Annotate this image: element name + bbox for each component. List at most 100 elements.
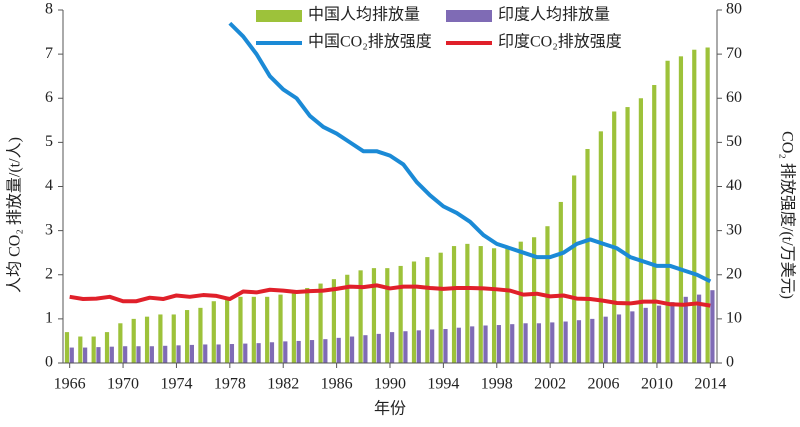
bar (385, 268, 390, 363)
bar (523, 323, 528, 363)
y-tick-label: 0 (45, 354, 53, 371)
bar (358, 270, 363, 363)
x-tick-label: 1994 (427, 376, 459, 393)
bar (371, 268, 377, 363)
bar (251, 296, 256, 363)
bar (451, 246, 457, 363)
y2-tick-label: 30 (726, 221, 742, 238)
bar (216, 344, 221, 363)
bar (518, 241, 523, 363)
y2-tick-label: 50 (726, 133, 742, 150)
bar (109, 346, 114, 363)
bar (104, 332, 110, 363)
y-tick-label: 2 (45, 265, 53, 282)
bar (309, 340, 315, 363)
bar (238, 296, 243, 363)
bar (625, 107, 630, 363)
x-axis-label: 年份 (374, 400, 406, 418)
bar (536, 323, 542, 363)
bar (665, 60, 670, 364)
bar (305, 287, 310, 363)
y2-tick-label: 40 (726, 177, 742, 194)
bar (211, 301, 216, 363)
y2-tick-label: 20 (726, 265, 742, 282)
bar (683, 296, 688, 363)
bar (558, 201, 563, 363)
bar (176, 345, 181, 363)
bar (136, 346, 141, 363)
bar (189, 344, 194, 363)
y-tick-label: 8 (45, 1, 53, 18)
bar (638, 98, 643, 363)
x-tick-label: 1990 (374, 376, 406, 393)
x-tick-label: 1970 (107, 376, 139, 393)
legend-label: 中国人均排放量 (308, 6, 420, 24)
bar (603, 316, 608, 363)
bar (652, 85, 657, 363)
bar (532, 237, 537, 363)
y-tick-label: 5 (45, 133, 53, 150)
y-tick-label: 7 (45, 45, 53, 62)
bar (318, 283, 323, 363)
bar (363, 335, 368, 363)
y2-tick-label: 0 (726, 354, 734, 371)
bar (590, 318, 595, 363)
bar (510, 324, 515, 363)
legend-label: 印度CO₂排放强度 (498, 33, 622, 51)
y-tick-label: 4 (45, 177, 53, 194)
bar (470, 326, 475, 363)
bar (416, 330, 421, 363)
bar (296, 340, 301, 363)
bar (456, 327, 461, 363)
bar (612, 111, 617, 363)
y2-axis-label: CO₂ 排放强度/(t/万美元) (778, 131, 796, 299)
bar (331, 279, 337, 363)
bar (345, 274, 350, 363)
bar (256, 343, 261, 363)
bar (438, 252, 443, 363)
bar (390, 332, 395, 363)
bar (144, 316, 150, 363)
bar (643, 307, 648, 363)
y2-tick-label: 80 (726, 1, 742, 18)
x-tick-label: 1974 (160, 376, 192, 393)
bar (376, 333, 381, 363)
y-axis-label: 人均 CO₂ 排放量/(t/人) (6, 137, 24, 293)
bar (678, 56, 684, 364)
bar (585, 148, 590, 363)
bar (411, 261, 417, 363)
bar (336, 337, 341, 363)
y2-tick-label: 60 (726, 89, 742, 106)
bar (430, 329, 435, 363)
bar (349, 336, 355, 363)
bar (69, 347, 74, 363)
bar (123, 346, 128, 363)
bar (229, 344, 235, 363)
bar (398, 265, 403, 363)
bar (283, 341, 288, 363)
bar (425, 257, 430, 363)
bar (630, 311, 635, 363)
bar (163, 345, 168, 363)
legend-label: 中国CO₂排放强度 (308, 33, 432, 51)
x-tick-label: 1998 (481, 376, 513, 393)
bar (291, 292, 296, 363)
bar (572, 175, 577, 363)
bar (496, 325, 501, 363)
bar (483, 325, 488, 363)
bar (710, 290, 715, 363)
line (69, 283, 711, 308)
bar (656, 305, 662, 363)
bar (184, 310, 190, 363)
bar (118, 323, 123, 363)
bar (203, 344, 208, 363)
x-tick-label: 1982 (267, 376, 299, 393)
bar (598, 131, 603, 363)
bar (696, 294, 702, 363)
bar (83, 347, 88, 363)
y2-tick-label: 70 (726, 45, 742, 62)
bar (64, 332, 70, 363)
x-tick-label: 1966 (54, 376, 86, 393)
bar (278, 294, 283, 363)
bar (149, 346, 154, 363)
